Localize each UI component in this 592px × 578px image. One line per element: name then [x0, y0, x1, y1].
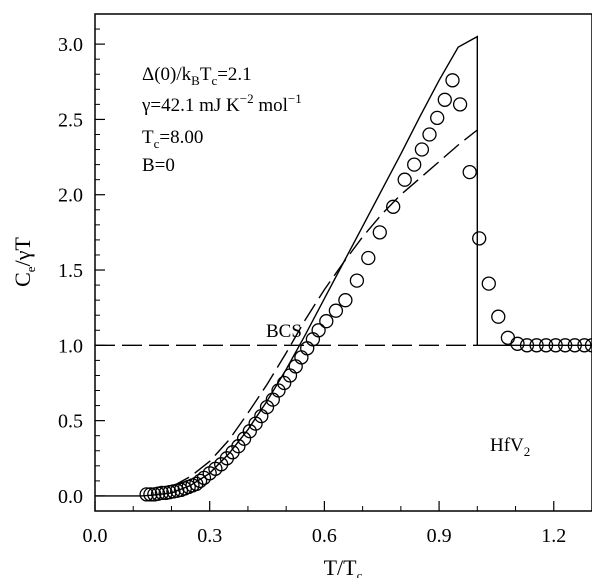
data-points: [139, 73, 592, 502]
dashed-curve: [171, 129, 478, 488]
data-point: [584, 338, 592, 353]
data-point: [361, 250, 376, 266]
data-point: [300, 341, 315, 356]
y-tick-label: 1.0: [58, 335, 83, 357]
data-point: [500, 330, 516, 345]
data-point: [349, 273, 365, 288]
data-point: [311, 323, 326, 338]
bcs-label: BCS: [266, 321, 302, 342]
y-tick-label: 0.5: [58, 411, 83, 433]
data-point: [510, 336, 525, 351]
y-axis-title: Ce/γT: [10, 237, 38, 287]
data-point: [529, 338, 544, 353]
data-point: [305, 332, 321, 347]
y-tick-label: 2.0: [58, 185, 83, 207]
annotation-tc: Tc=8.00: [142, 127, 203, 151]
y-tick-label: 3.0: [58, 34, 83, 56]
y-tick-label: 1.5: [58, 260, 83, 282]
data-point: [236, 431, 252, 446]
data-point: [538, 338, 554, 353]
x-tick-label: 1.2: [541, 525, 566, 547]
y-tick-label: 2.5: [58, 109, 83, 131]
data-point: [558, 338, 573, 353]
x-tick-label: 0.3: [197, 525, 222, 547]
solid-curve: [95, 35, 592, 497]
x-tick-label: 0.0: [83, 525, 108, 547]
data-point: [386, 199, 401, 214]
data-point: [319, 314, 334, 329]
data-point: [208, 461, 223, 476]
data-point: [414, 142, 430, 157]
data-point: [437, 92, 452, 107]
data-point: [519, 338, 535, 353]
data-point: [154, 485, 170, 501]
x-tick-label: 0.6: [312, 525, 337, 547]
data-point: [338, 293, 353, 308]
data-point: [271, 383, 286, 398]
data-point: [143, 487, 158, 502]
data-point: [248, 416, 263, 431]
data-point: [445, 73, 460, 88]
data-point: [372, 225, 387, 240]
annotation-gap-ratio: Δ(0)/kBTc=2.1: [142, 64, 252, 88]
series-lines: [95, 35, 592, 497]
material-label: HfV2: [490, 435, 530, 459]
data-point: [397, 172, 412, 187]
data-point: [192, 473, 208, 489]
data-point: [548, 338, 563, 353]
data-point: [288, 359, 303, 374]
plot-frame: [94, 13, 592, 512]
data-point: [430, 110, 445, 126]
data-point: [422, 127, 437, 142]
data-point: [452, 97, 468, 112]
x-axis-ticks: 0.0 0.3 0.6 0.9 1.2: [83, 501, 566, 547]
data-point: [462, 164, 477, 180]
x-tick-label: 0.9: [427, 525, 452, 547]
x-axis-title: T/Tc: [324, 555, 363, 578]
data-point: [294, 350, 309, 365]
y-tick-label: 0.0: [58, 486, 83, 508]
data-point: [139, 487, 154, 502]
data-point: [577, 338, 592, 353]
data-point: [481, 276, 496, 291]
data-point: [567, 338, 582, 353]
data-point: [472, 231, 487, 246]
data-point: [407, 157, 422, 172]
data-point: [231, 439, 246, 454]
y-axis-ticks: 0.0 0.5 1.0 1.5 2.0 2.5 3.0: [58, 28, 105, 508]
annotation-gamma: γ=42.1 mJ K−2 mol−1: [141, 91, 302, 116]
data-point: [328, 303, 344, 318]
data-point: [491, 309, 506, 324]
annotation-field: B=0: [142, 155, 175, 176]
